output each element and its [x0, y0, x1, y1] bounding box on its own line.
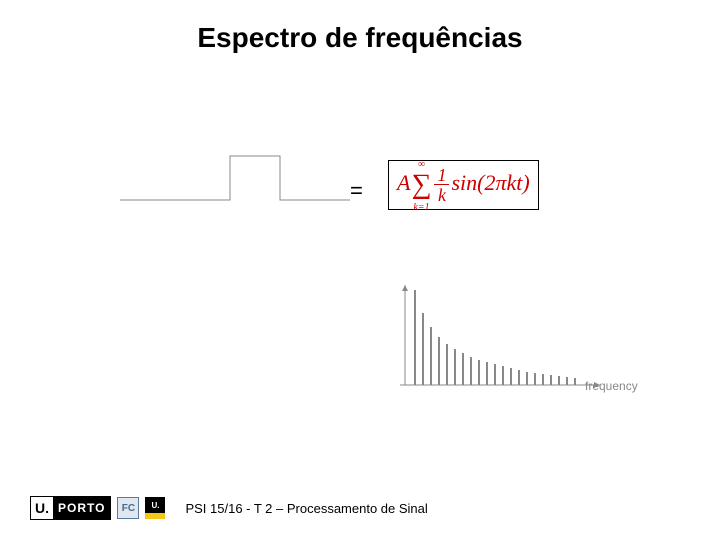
fc-logo: FC [117, 497, 139, 519]
sum-lower: k=1 [410, 202, 432, 213]
uporto-logo-u: U. [31, 497, 53, 519]
page-title: Espectro de frequências [0, 22, 720, 54]
summation-symbol: ∞∑k=1 [410, 165, 432, 205]
sum-upper: ∞ [410, 159, 432, 170]
formula-A: A [397, 170, 410, 195]
fraction-numerator: 1 [434, 166, 449, 185]
feup-logo-text: U. [145, 497, 165, 513]
uporto-logo-text: PORTO [54, 501, 111, 515]
footer-caption: PSI 15/16 - T 2 – Processamento de Sinal [185, 501, 427, 516]
fraction: 1k [434, 166, 449, 205]
frequency-axis-label: frequency [585, 379, 638, 393]
fraction-denominator: k [434, 185, 449, 205]
feup-logo-bar [145, 513, 165, 519]
spectrum-chart: frequency [385, 275, 615, 405]
feup-logo: U. [145, 497, 165, 519]
uporto-logo: U. PORTO [30, 496, 111, 520]
formula-rest: sin(2πkt) [451, 170, 529, 195]
footer: U. PORTO FC U. PSI 15/16 - T 2 – Process… [30, 496, 428, 520]
pulse-diagram [120, 140, 350, 220]
fourier-formula: A∞∑k=11ksin(2πkt) [388, 160, 539, 210]
equals-sign: = [350, 178, 363, 204]
